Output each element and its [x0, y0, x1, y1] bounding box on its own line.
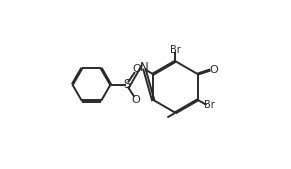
Text: Br: Br: [170, 45, 181, 55]
Text: S: S: [123, 78, 131, 91]
Text: Br: Br: [204, 100, 214, 110]
Text: O: O: [209, 65, 218, 75]
Text: N: N: [139, 61, 148, 74]
Text: O: O: [132, 95, 140, 105]
Text: O: O: [132, 64, 141, 74]
